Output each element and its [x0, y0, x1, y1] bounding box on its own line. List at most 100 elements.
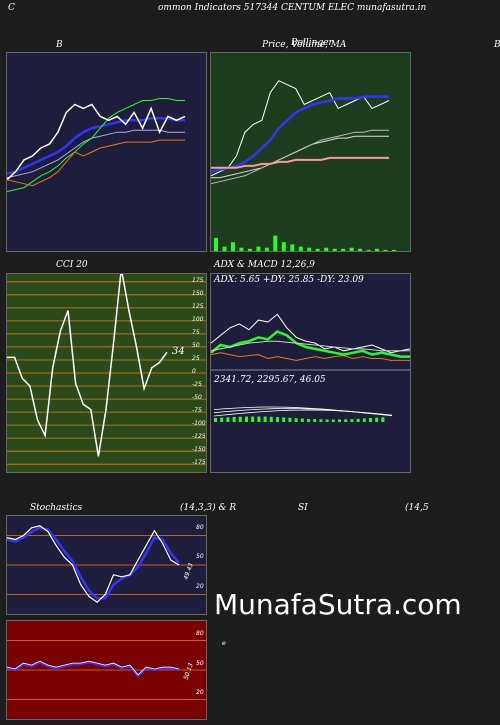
bollinger-series-1	[7, 129, 185, 179]
cci-ytick-10: -75	[192, 407, 202, 415]
macd-bar-17	[319, 419, 323, 422]
cci-ytick-7: 0	[192, 368, 196, 375]
cci-ytick-12: -125	[192, 433, 206, 441]
volume-bar-2	[231, 242, 235, 251]
volume-bar-5	[256, 246, 261, 251]
price-series-0	[211, 80, 390, 177]
cci-ytick-0: 175	[192, 276, 204, 284]
bollinger-series-4	[7, 139, 185, 187]
page-title: ommon Indicators 517344 CENTUM ELEC muna…	[158, 3, 427, 13]
bollinger-series-3	[7, 103, 186, 181]
volume-bar-3	[239, 247, 244, 251]
rsi-title-right: (14,5	[405, 503, 429, 513]
bollinger-panel-title: B	[56, 40, 63, 50]
cci-ytick-2: 125	[192, 302, 204, 310]
macd-bar-0	[214, 418, 217, 422]
price-panel-title: Price, Volume, MA	[262, 40, 347, 50]
volume-bar-8	[281, 242, 286, 251]
volume-bar-10	[298, 246, 303, 251]
bollinger-series-2	[7, 98, 185, 193]
cci-ytick-13: -150	[192, 446, 206, 454]
adx-series-3	[211, 340, 410, 352]
price-panel-right-letter: B	[494, 40, 500, 50]
macd-bar-5	[245, 416, 248, 422]
header-c: C	[8, 3, 15, 13]
macd-bar-16	[313, 419, 317, 422]
stochastics-chart	[7, 525, 206, 603]
volume-bar-18	[366, 249, 371, 251]
rsi-side-mark: e	[222, 640, 226, 647]
price-series-3	[211, 95, 389, 174]
volume-bar-13	[324, 247, 329, 251]
macd-bar-27	[381, 417, 385, 422]
macd-bar-1	[220, 417, 224, 422]
bollinger-chart	[7, 98, 186, 193]
rsi-chart	[7, 640, 206, 700]
rsi-title-si: SI	[298, 503, 308, 513]
macd-bar-7	[257, 416, 261, 422]
cci-ytick-1: 150	[192, 289, 204, 297]
stochastics-panel	[6, 515, 207, 615]
cci-ytick-4: 75	[192, 328, 200, 336]
stoch-k-series	[7, 525, 180, 603]
volume-bar-21	[392, 249, 396, 251]
macd-bar-13	[294, 418, 298, 422]
macd-bar-20	[338, 419, 341, 422]
volume-bar-14	[332, 248, 337, 251]
stoch-title-mid: (14,3,3) & R	[180, 503, 237, 513]
cci-panel-title: CCI 20	[56, 260, 88, 270]
macd-bar-11	[282, 417, 286, 422]
stoch-title-left: Stochastics	[30, 503, 83, 513]
stoch-ytick-50: 50	[196, 553, 204, 560]
volume-bar-17	[358, 248, 363, 251]
macd-bar-21	[344, 419, 348, 422]
rsi-series-thin	[7, 660, 180, 676]
macd-bar-2	[226, 417, 230, 422]
adx-macd-panel	[210, 273, 411, 473]
volume-bar-19	[375, 248, 379, 251]
price-chart	[211, 80, 396, 251]
cci-ytick-5: 50	[192, 341, 200, 349]
adx-macd-chart	[211, 313, 410, 422]
adx-series-2	[211, 330, 410, 358]
volume-bar-20	[383, 249, 388, 251]
adx-readout: ADX: 5.65 +DY: 25.85 -DY: 23.09	[214, 275, 364, 285]
volume-bar-6	[264, 247, 269, 251]
watermark: MunafaSutra.com	[214, 588, 462, 621]
macd-bar-8	[263, 416, 267, 422]
volume-bar-4	[247, 248, 252, 251]
volume-bar-7	[273, 235, 278, 251]
macd-bar-18	[325, 419, 329, 422]
volume-bar-11	[307, 247, 312, 251]
volume-bar-0	[214, 237, 218, 251]
macd-readout: 2341.72, 2295.67, 46.05	[214, 375, 326, 385]
macd-bar-4	[238, 416, 242, 422]
macd-bar-10	[276, 417, 279, 422]
macd-bar-15	[307, 418, 310, 422]
rsi-panel	[6, 620, 207, 720]
cci-ytick-11: -100	[192, 420, 206, 428]
macd-bar-6	[251, 416, 255, 422]
stoch-d-series	[7, 526, 180, 600]
stoch-ytick-80: 80	[196, 524, 204, 531]
macd-bar-12	[288, 417, 292, 422]
macd-bar-23	[356, 418, 360, 422]
rsi-ytick-50: 50	[196, 660, 204, 667]
macd-bar-14	[300, 418, 304, 422]
stoch-ytick-20: 20	[196, 583, 204, 590]
cci-series	[7, 274, 168, 457]
cci-ytick-8: -25	[192, 381, 202, 388]
bollinger-panel	[6, 52, 207, 252]
macd-bar-24	[362, 418, 366, 422]
volume-bar-16	[349, 247, 354, 251]
price-series-2	[211, 129, 389, 185]
adx-series-1	[211, 352, 410, 361]
rsi-series	[7, 660, 180, 678]
macd-bar-19	[331, 419, 335, 422]
macd-bar-26	[375, 417, 379, 422]
price-panel-title-overlay: Bollinger	[291, 38, 333, 48]
cci-value-label: 34	[172, 346, 185, 357]
rsi-ytick-80: 80	[196, 630, 204, 637]
volume-bar-9	[290, 244, 295, 251]
cci-chart	[7, 274, 206, 465]
